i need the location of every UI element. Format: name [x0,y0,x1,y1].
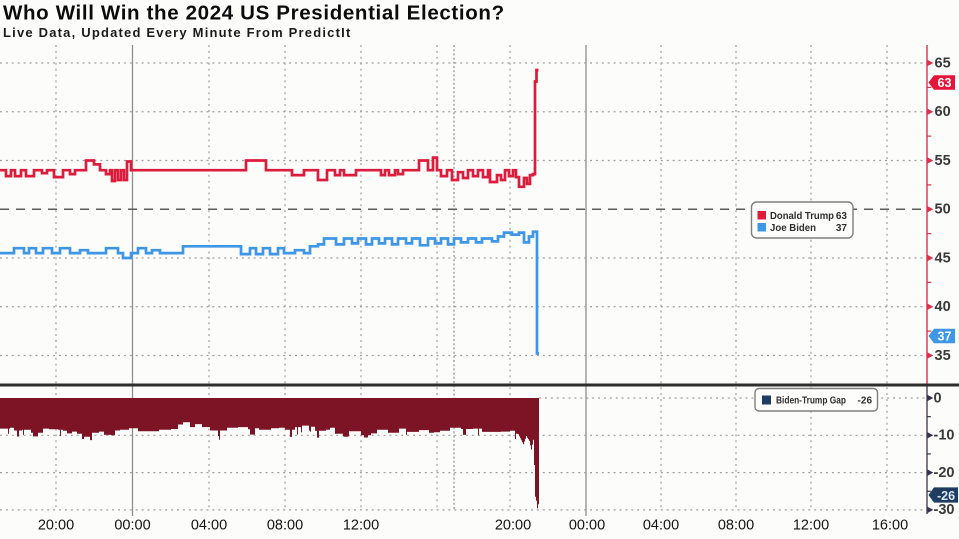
svg-text:0: 0 [934,390,942,406]
svg-text:50: 50 [935,202,951,218]
svg-text:Joe Biden: Joe Biden [770,223,816,234]
svg-text:Who Will Win the 2024 US Presi: Who Will Win the 2024 US Presidential El… [3,2,505,25]
svg-text:-10: -10 [934,428,955,444]
svg-text:40: 40 [935,299,951,315]
svg-text:08:00: 08:00 [718,518,754,534]
svg-text:Live Data, Updated Every Minut: Live Data, Updated Every Minute From Pre… [3,25,352,40]
svg-text:20:00: 20:00 [38,518,74,534]
svg-text:Biden-Trump Gap: Biden-Trump Gap [776,396,846,407]
svg-text:12:00: 12:00 [343,518,379,534]
svg-text:-26: -26 [858,396,873,407]
svg-text:65: 65 [935,55,951,71]
svg-text:37: 37 [938,330,952,344]
svg-text:55: 55 [935,153,951,169]
svg-text:35: 35 [935,348,951,364]
svg-text:-30: -30 [934,502,955,518]
svg-text:00:00: 00:00 [569,518,605,534]
svg-text:-20: -20 [934,465,955,481]
svg-text:60: 60 [935,104,951,120]
svg-text:Donald Trump: Donald Trump [770,211,834,222]
svg-text:08:00: 08:00 [267,518,303,534]
svg-text:12:00: 12:00 [793,518,829,534]
svg-text:63: 63 [836,211,848,222]
svg-text:04:00: 04:00 [643,518,679,534]
svg-text:16:00: 16:00 [872,518,908,534]
svg-text:04:00: 04:00 [191,518,227,534]
svg-text:45: 45 [935,250,951,266]
svg-text:20:00: 20:00 [495,518,531,534]
svg-text:00:00: 00:00 [114,518,150,534]
svg-text:63: 63 [938,76,952,90]
svg-text:37: 37 [836,223,848,234]
svg-text:-26: -26 [937,489,955,503]
